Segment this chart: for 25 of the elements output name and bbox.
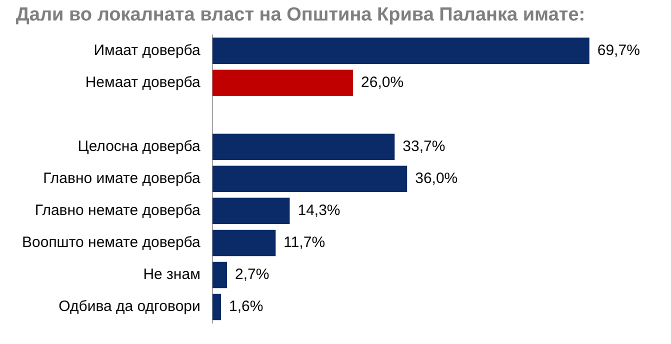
y-tick-label: Немаат доверба (85, 74, 202, 91)
data-label: 69,7% (597, 42, 640, 59)
y-tick-label: Главно имате доверба (43, 170, 202, 188)
bar (212, 70, 354, 96)
data-label: 11,7% (284, 234, 326, 252)
bar (212, 230, 276, 256)
data-label: 1,6% (229, 298, 264, 316)
data-label: 33,7% (402, 138, 446, 156)
data-label: 26,0% (361, 74, 404, 91)
bar (212, 38, 590, 64)
data-label: 14,3% (298, 202, 340, 220)
bar (212, 134, 395, 160)
bar (212, 166, 408, 192)
bar (212, 262, 227, 288)
chart-title: Дали во локалната власт на Општина Крива Паланка имате: (16, 4, 586, 26)
y-tick-label: Не знам (143, 266, 200, 284)
y-tick-label: Главно немате доверба (34, 202, 202, 220)
y-tick-label: Воопшто немате доверба (22, 234, 202, 252)
bar (212, 198, 290, 224)
y-tick-label: Целосна доверба (78, 138, 202, 156)
data-label: 36,0% (415, 170, 458, 188)
bar (212, 294, 222, 320)
y-tick-label: Одбива да одговори (58, 298, 200, 316)
data-label: 2,7% (234, 266, 270, 284)
y-tick-label: Имаат доверба (94, 42, 202, 59)
